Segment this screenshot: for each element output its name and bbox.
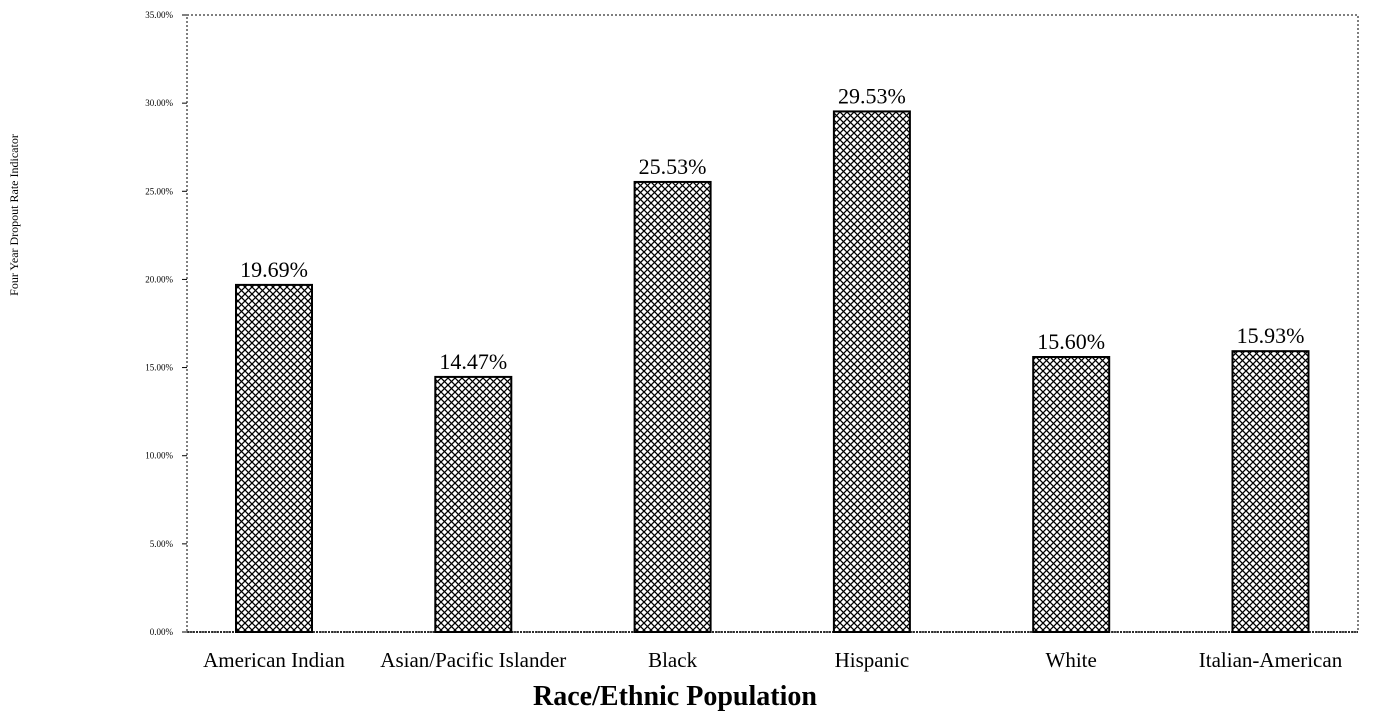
y-tick-label: 10.00% bbox=[145, 451, 173, 461]
bar bbox=[633, 180, 712, 633]
bar bbox=[235, 283, 313, 633]
category-label: Italian-American bbox=[1199, 648, 1343, 672]
y-tick-label: 35.00% bbox=[145, 10, 173, 20]
bars-group bbox=[235, 110, 1310, 634]
plot-frame bbox=[186, 14, 1359, 633]
bar-data-label: 15.60% bbox=[1037, 329, 1105, 354]
bar bbox=[832, 110, 911, 633]
bar-data-label: 25.53% bbox=[639, 154, 707, 179]
category-label: White bbox=[1046, 648, 1097, 672]
bar-data-label: 15.93% bbox=[1237, 323, 1305, 348]
bar-data-label: 14.47% bbox=[439, 349, 507, 374]
y-tick-label: 15.00% bbox=[145, 363, 173, 373]
bar-data-label: 29.53% bbox=[838, 83, 906, 108]
data-labels-group: 19.69% 14.47% 25.53% 29.53% 15.60% 15.93% bbox=[240, 83, 1304, 373]
y-tick-label: 30.00% bbox=[145, 98, 173, 108]
category-label: Asian/Pacific Islander bbox=[380, 648, 566, 672]
y-axis-title: Four Year Dropout Rate Indicator bbox=[7, 134, 21, 296]
y-tick-label: 0.00% bbox=[150, 627, 174, 637]
y-axis-ticks: 0.00% 5.00% 10.00% 15.00% 20.00% 25.00% 30.00%… bbox=[145, 10, 187, 637]
category-label: Hispanic bbox=[835, 648, 910, 672]
category-labels-group: American Indian Asian/Pacific Islander Bla… bbox=[203, 648, 1343, 672]
category-label: American Indian bbox=[203, 648, 345, 672]
bar bbox=[1231, 350, 1310, 633]
y-tick-label: 25.00% bbox=[145, 186, 173, 196]
y-tick-label: 5.00% bbox=[150, 539, 174, 549]
bar bbox=[1032, 355, 1111, 633]
category-label: Black bbox=[648, 648, 697, 672]
bar-data-label: 19.69% bbox=[240, 257, 308, 282]
bar bbox=[434, 375, 513, 634]
y-tick-label: 20.00% bbox=[145, 274, 173, 284]
x-axis-title: Race/Ethnic Population bbox=[533, 681, 817, 712]
